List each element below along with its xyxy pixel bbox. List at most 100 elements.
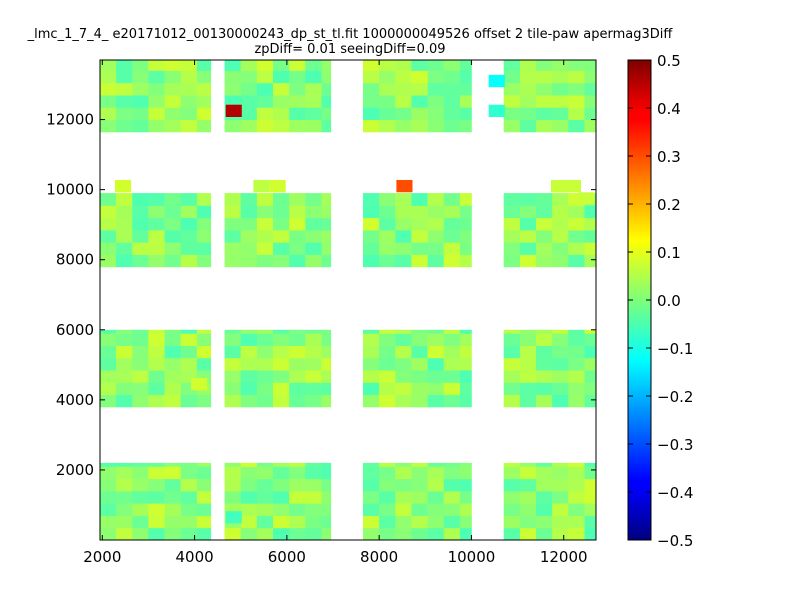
- heatmap-cell: [584, 478, 597, 492]
- heatmap-cell: [552, 503, 569, 516]
- heatmap-cell: [427, 527, 445, 541]
- heatmap-cell: [568, 370, 585, 383]
- heatmap-cell: [273, 527, 290, 541]
- heatmap-cell: [536, 229, 553, 243]
- heatmap-cell: [395, 382, 412, 395]
- heatmap-cell: [443, 382, 461, 395]
- heatmap-cell: [321, 394, 332, 408]
- heatmap-cell: [196, 515, 212, 529]
- heatmap-cell: [503, 60, 521, 71]
- heatmap-cell: [536, 254, 553, 268]
- heatmap-cell: [459, 107, 472, 120]
- heatmap-cell: [164, 107, 182, 120]
- heatmap-cell: [536, 345, 553, 359]
- heatmap-cell: [568, 345, 585, 359]
- heatmap-cell: [305, 466, 322, 480]
- heatmap-cell: [519, 205, 537, 219]
- heatmap-cell: [411, 490, 428, 504]
- colorbar-tick-label: 0.5: [657, 52, 681, 70]
- heatmap-cell: [321, 329, 332, 334]
- heatmap-cell: [132, 70, 149, 84]
- heatmap-cell: [519, 466, 537, 480]
- heatmap-cell: [256, 60, 274, 71]
- heatmap-cell: [427, 478, 445, 492]
- heatmap-cell: [180, 229, 198, 243]
- heatmap-cell: [363, 394, 380, 408]
- heatmap-cell: [395, 229, 412, 243]
- heatmap-cell: [196, 242, 212, 255]
- heatmap-cell: [363, 333, 380, 346]
- heatmap-cell: [411, 70, 428, 84]
- heatmap-cell: [459, 382, 472, 395]
- y-axis: 2000 4000 6000 8000 10000 12000: [46, 111, 596, 479]
- heatmap-cell: [552, 60, 569, 71]
- heatmap-cell: [443, 503, 461, 516]
- heatmap-cell: [196, 60, 212, 71]
- heatmap-cell: [132, 329, 149, 334]
- heatmap-cell: [536, 503, 553, 516]
- heatmap-cell: [568, 466, 585, 480]
- heatmap-cell: [427, 70, 445, 84]
- heatmap-cell: [273, 205, 290, 219]
- heatmap-cell: [459, 515, 472, 529]
- heatmap-cell: [256, 254, 274, 268]
- heatmap-cell: [305, 490, 322, 504]
- heatmap-cell: [552, 329, 569, 334]
- heatmap-cell: [116, 217, 133, 231]
- heatmap-cell: [180, 95, 198, 108]
- heatmap-cell: [240, 527, 258, 541]
- heatmap-cell: [568, 229, 585, 243]
- heatmap-cell: [459, 60, 472, 71]
- heatmap-cell: [100, 515, 117, 529]
- heatmap-cell: [132, 382, 149, 395]
- colorbar-tick-label: 0.1: [657, 244, 681, 262]
- heatmap-cell: [363, 462, 380, 467]
- heatmap-cell: [568, 478, 585, 492]
- heatmap-cell: [164, 333, 182, 346]
- heatmap-cell: [148, 333, 165, 346]
- x-tick-label: 2000: [83, 548, 121, 566]
- heatmap-cell: [459, 95, 472, 108]
- heatmap-cell: [443, 370, 461, 383]
- heatmap-cell: [459, 217, 472, 231]
- heatmap-cell: [427, 503, 445, 516]
- heatmap-cell: [164, 217, 182, 231]
- heatmap-cell: [289, 462, 306, 467]
- heatmap-cell: [427, 82, 445, 96]
- heatmap-cell: [321, 345, 332, 359]
- y-tick-label: 6000: [56, 321, 94, 339]
- heatmap-cell: [443, 229, 461, 243]
- heatmap-cell: [180, 217, 198, 231]
- heatmap-cell: [427, 95, 445, 108]
- heatmap-cell: [379, 229, 396, 243]
- heatmap-cell: [503, 254, 521, 268]
- heatmap-cell: [536, 466, 553, 480]
- x-tick-label: 6000: [268, 548, 306, 566]
- heatmap-cell: [164, 357, 182, 371]
- heatmap-cell: [443, 490, 461, 504]
- heatmap-cell: [519, 478, 537, 492]
- heatmap-cell: [180, 329, 198, 334]
- heatmap-cell: [363, 345, 380, 359]
- heatmap-cell: [116, 382, 133, 395]
- heatmap-cell: [427, 242, 445, 255]
- heatmap-cell: [552, 345, 569, 359]
- heatmap-cell: [459, 70, 472, 84]
- heatmap-cell: [536, 60, 553, 71]
- heatmap-cell: [148, 119, 165, 133]
- heatmap-cell: [256, 107, 274, 120]
- heatmap-cell: [584, 370, 597, 383]
- heatmap-cell: [240, 478, 258, 492]
- heatmap-cell: [568, 205, 585, 219]
- chart-title: _lmc_1_7_4_ e20171012_00130000243_dp_st_…: [27, 27, 674, 42]
- heatmap-cell: [321, 515, 332, 529]
- heatmap-cell: [443, 70, 461, 84]
- heatmap-cell: [196, 466, 212, 480]
- heatmap-cell: [459, 345, 472, 359]
- heatmap-cell: [100, 370, 117, 383]
- heatmap-cell: [196, 357, 212, 371]
- heatmap-cell: [363, 107, 380, 120]
- heatmap-cell: [256, 70, 274, 84]
- heatmap-cell: [395, 70, 412, 84]
- heatmap-cell: [379, 333, 396, 346]
